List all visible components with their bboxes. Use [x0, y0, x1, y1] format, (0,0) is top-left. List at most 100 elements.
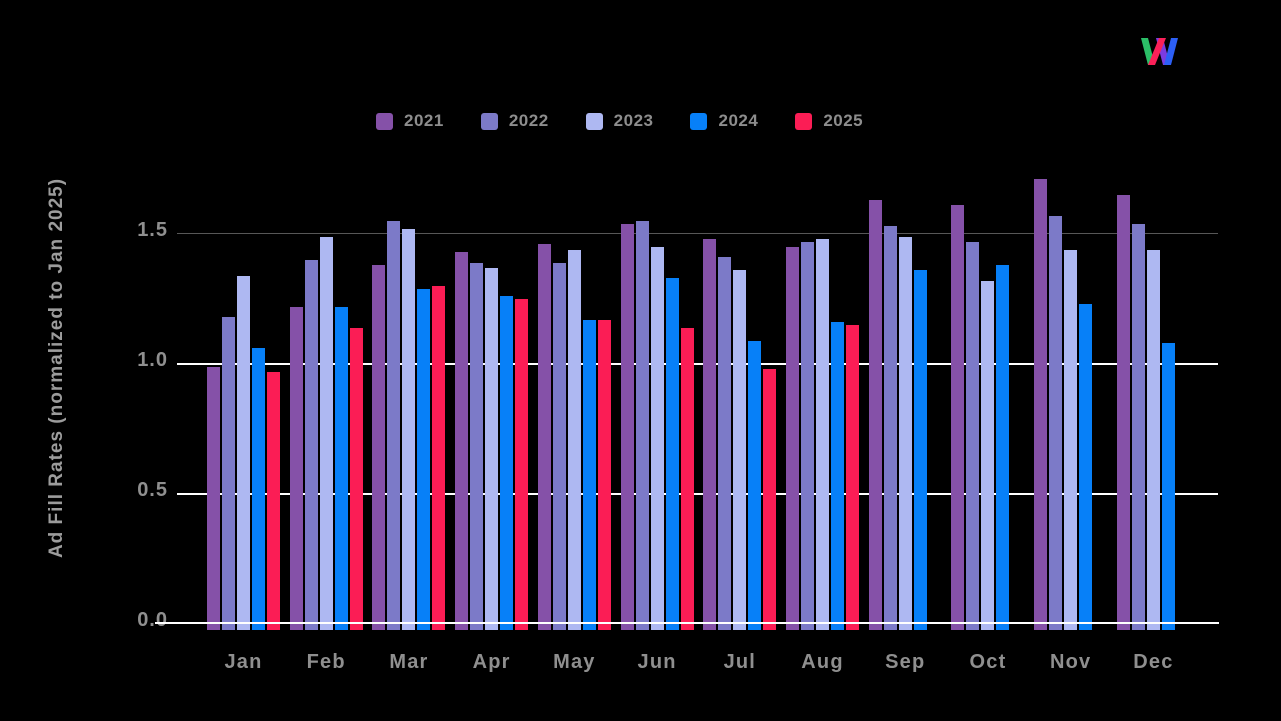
bar-2023-mar: [402, 229, 416, 630]
x-axis-label-jul: Jul: [723, 651, 757, 673]
bar-group-sep: Sep: [868, 169, 942, 673]
chart-legend: 2021 2022 2023 2024 2025: [376, 111, 863, 131]
y-tick-label-0.5: 0.5: [137, 479, 168, 501]
bar-group-dec: Dec: [1116, 169, 1190, 673]
bar-2024-jan: [252, 348, 265, 630]
x-axis-line: [155, 622, 1219, 624]
bar-2025-aug: [846, 325, 860, 630]
bar-2024-feb: [334, 307, 348, 630]
gridline-1.5: [177, 233, 1218, 234]
bar-2023-jul: [733, 270, 747, 630]
bar-group-jan: Jan: [207, 169, 280, 673]
legend-item-2024: 2024: [690, 111, 758, 131]
bar-2024-nov: [1079, 304, 1093, 630]
bar-2024-aug: [831, 322, 845, 630]
bar-2021-mar: [372, 265, 386, 630]
bar-2021-jul: [703, 239, 717, 630]
bar-group-jun: Jun: [620, 169, 694, 673]
bar-group-feb: Feb: [289, 169, 363, 673]
bar-2021-sep: [868, 200, 882, 630]
bar-2022-apr: [470, 263, 484, 630]
legend-label-2021: 2021: [404, 111, 444, 130]
bar-2021-aug: [786, 247, 800, 630]
x-axis-label-dec: Dec: [1133, 651, 1174, 673]
bar-2021-nov: [1034, 179, 1048, 630]
bar-2021-may: [537, 244, 551, 630]
bar-group-mar: Mar: [372, 169, 446, 673]
y-axis-title: Ad Fill Rates (normalized to Jan 2025): [46, 177, 67, 559]
bar-2023-may: [567, 250, 581, 630]
bar-2023-nov: [1064, 250, 1078, 630]
bar-2024-apr: [500, 296, 514, 630]
x-axis-label-nov: Nov: [1049, 651, 1092, 673]
bar-group-jul: Jul: [703, 169, 777, 673]
bar-2021-oct: [951, 205, 965, 630]
y-tick-label-1.0: 1.0: [137, 349, 168, 371]
bar-2024-dec: [1161, 343, 1175, 630]
legend-label-2025: 2025: [823, 111, 864, 130]
bar-groups-container: Jan Feb Mar Apr May Jun Jul Aug Sep Oct Nov Dec: [207, 169, 1190, 673]
bar-2022-jan: [222, 317, 235, 630]
x-axis-label-sep: Sep: [885, 651, 926, 673]
legend-item-2025: 2025: [795, 111, 863, 131]
legend-item-2022: 2022: [480, 111, 549, 131]
legend-swatch-2022: [480, 112, 498, 130]
bar-2023-feb: [319, 237, 333, 630]
bar-2025-feb: [349, 328, 363, 630]
legend-item-2023: 2023: [585, 111, 654, 131]
bar-2022-dec: [1131, 224, 1145, 630]
gridline-1.0: [177, 363, 1218, 365]
bar-2025-jul: [763, 369, 777, 630]
bar-2023-oct: [981, 281, 995, 630]
bar-2023-apr: [485, 268, 499, 630]
gridline-0.5: [177, 493, 1218, 495]
x-axis-label-jan: Jan: [224, 651, 263, 673]
bar-2022-may: [552, 263, 566, 630]
legend-label-2022: 2022: [508, 111, 549, 130]
legend-swatch-2025: [795, 112, 813, 130]
bar-2021-feb: [289, 307, 303, 630]
bar-2025-may: [597, 320, 611, 630]
bar-2024-may: [582, 320, 596, 630]
x-axis-label-mar: Mar: [389, 651, 429, 673]
bar-2022-feb: [304, 260, 318, 630]
x-axis-label-may: May: [553, 651, 596, 673]
bar-2022-jun: [635, 221, 649, 630]
bar-2023-jan: [237, 276, 250, 630]
bar-2023-aug: [816, 239, 830, 630]
bar-2022-sep: [883, 226, 897, 630]
bar-2022-aug: [801, 242, 815, 630]
bar-2022-oct: [966, 242, 980, 630]
x-axis-label-jun: Jun: [637, 651, 677, 673]
bar-2023-sep: [898, 237, 912, 630]
bar-group-oct: Oct: [951, 169, 1024, 673]
x-axis-label-feb: Feb: [306, 651, 346, 673]
bar-2025-jan: [267, 372, 280, 630]
bar-2023-jun: [650, 247, 664, 630]
bar-2024-jul: [748, 341, 762, 630]
legend-label-2023: 2023: [613, 111, 654, 130]
bar-group-aug: Aug: [786, 169, 860, 673]
bar-2025-jun: [680, 328, 694, 630]
legend-label-2024: 2024: [718, 111, 759, 130]
bar-2023-dec: [1146, 250, 1160, 630]
bar-2024-oct: [996, 265, 1010, 630]
bar-2024-mar: [417, 289, 431, 630]
bar-2024-jun: [665, 278, 679, 630]
x-axis-label-oct: Oct: [969, 651, 1007, 673]
legend-swatch-2021: [376, 112, 393, 130]
bar-group-may: May: [537, 169, 611, 673]
bar-2021-jun: [620, 224, 634, 630]
bar-2022-jul: [718, 257, 732, 630]
bar-2025-mar: [432, 286, 446, 630]
bar-2024-sep: [913, 270, 927, 630]
legend-swatch-2023: [585, 112, 603, 130]
bar-2021-apr: [455, 252, 469, 630]
w-logo-icon: [1141, 38, 1178, 65]
legend-item-2021: 2021: [376, 111, 444, 131]
y-tick-label-0.0: 0.0: [137, 609, 168, 631]
bar-2025-apr: [515, 299, 529, 630]
bar-2022-mar: [387, 221, 401, 630]
bar-group-apr: Apr: [455, 169, 529, 673]
